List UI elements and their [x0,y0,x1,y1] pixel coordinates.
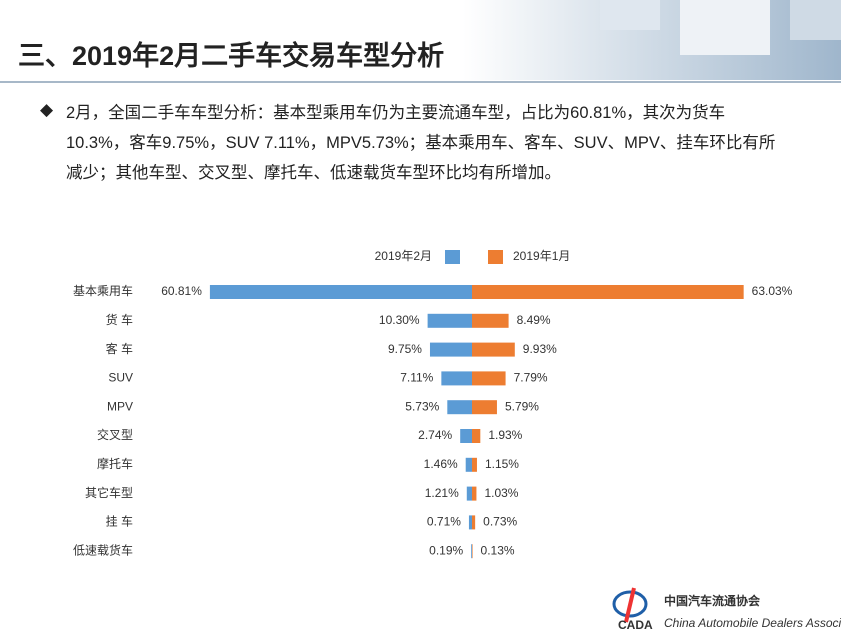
value-label: 1.03% [484,486,518,500]
value-label: 9.75% [388,342,422,356]
bar [468,515,472,530]
value-label: 63.03% [752,284,793,298]
bullet-icon: ◆ [40,100,54,119]
legend-swatch [445,250,460,264]
logo: CADA 中国汽车流通协会 China Automobile Dealers A… [612,587,841,632]
bar [472,457,477,472]
bar [460,429,472,443]
title: 三、2019年2月二手车交易车型分析 [18,41,445,71]
logo-english: China Automobile Dealers Association [664,616,841,630]
bar [429,342,472,357]
category-label: 摩托车 [97,456,133,471]
category-label: 货 车 [106,312,133,327]
value-label: 1.46% [424,457,458,471]
value-label: 5.73% [405,399,439,413]
category-label: 挂 车 [106,514,133,529]
value-label: 1.15% [485,457,519,471]
header-background [0,0,841,83]
value-label: 0.13% [481,543,515,557]
category-label: 基本乘用车 [73,283,133,298]
value-label: 9.93% [523,342,557,356]
bar [427,313,472,328]
bar [209,285,472,299]
bar [472,486,477,501]
value-label: 0.73% [483,515,517,529]
bar [472,429,481,443]
bar [472,544,473,559]
category-label: MPV [107,399,133,413]
value-label: 0.19% [429,543,463,557]
value-label: 1.93% [488,428,522,442]
value-label: 7.79% [514,371,548,385]
value-label: 60.81% [161,284,202,298]
value-label: 8.49% [517,313,551,327]
bar [472,342,515,357]
category-label: 低速载货车 [73,542,133,557]
bar [441,371,472,386]
logo-name: 中国汽车流通协会 [664,593,761,608]
value-label: 0.71% [427,515,461,529]
bar [472,371,506,386]
value-label: 7.11% [400,371,433,385]
bar [471,544,472,559]
category-label: 其它车型 [85,485,133,500]
bar [466,486,472,501]
bar [447,400,472,415]
bar [472,313,509,328]
category-label: 交叉型 [97,427,133,442]
category-label: SUV [108,371,133,385]
paragraph: 2月，全国二手车车型分析：基本型乘用车仍为主要流通车型，占比为60.81%，其次… [66,104,776,182]
bar [472,285,744,299]
legend-label: 2019年1月 [513,249,570,263]
logo-abbr: CADA [618,618,653,632]
legend-swatch [488,250,503,264]
bar [472,400,497,415]
legend-label: 2019年2月 [375,249,432,263]
bar [472,515,476,530]
value-label: 10.30% [379,313,420,327]
bar [465,457,472,472]
value-label: 5.79% [505,399,539,413]
value-label: 1.21% [425,486,459,500]
value-label: 2.74% [418,428,452,442]
category-label: 客 车 [106,341,133,356]
